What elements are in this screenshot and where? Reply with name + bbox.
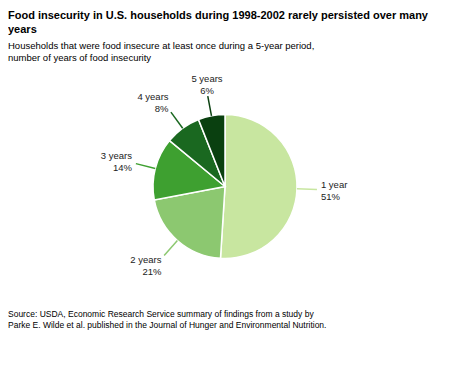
svg-text:2 years21%: 2 years21% (130, 254, 162, 277)
svg-text:5 years6%: 5 years6% (191, 73, 222, 96)
html-text:Parke E. Wilde et al. publishe: Parke E. Wilde et al. published in the J… (8, 320, 327, 330)
html-text:Households that were food inse: Households that were food insecure at le… (8, 40, 315, 51)
html-text:Source: USDA, Economic Researc: Source: USDA, Economic Research Service … (8, 309, 314, 319)
svg-text:3 years14%: 3 years14% (101, 150, 133, 173)
svg-text:4 years8%: 4 years8% (137, 91, 169, 114)
html-text:number of years of food insecu: number of years of food insecurity (8, 52, 152, 63)
html-text:Food insecurity in U.S. househ: Food insecurity in U.S. households durin… (8, 9, 428, 35)
svg-text:1 year51%: 1 year51% (321, 179, 347, 202)
